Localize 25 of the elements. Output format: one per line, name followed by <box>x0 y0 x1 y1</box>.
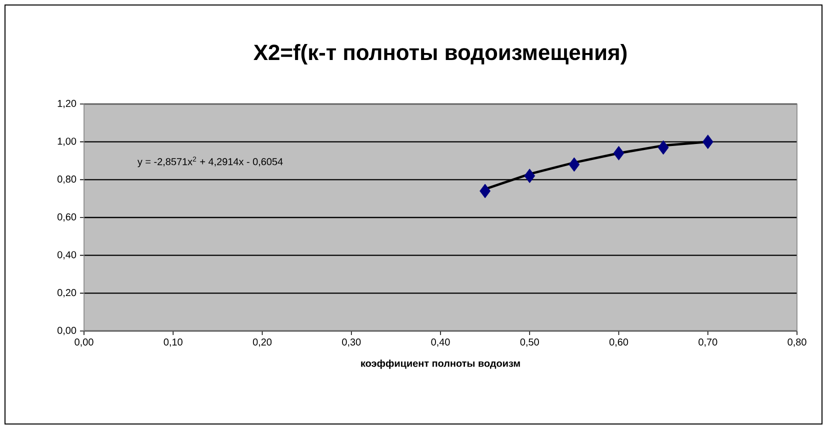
x-tick-label: 0,30 <box>342 338 361 347</box>
x-tick-label: 0,10 <box>164 338 182 347</box>
y-tick-label: 0,40 <box>57 251 76 260</box>
point <box>480 184 491 198</box>
x-tick-label: 0,60 <box>609 338 628 347</box>
point <box>524 168 536 184</box>
x-tick-label: 0,00 <box>74 338 94 347</box>
point <box>613 146 624 160</box>
y-tick-label: 1,00 <box>58 138 76 146</box>
y-tick-label: 0,80 <box>57 176 76 184</box>
point <box>658 140 669 155</box>
x-tick-label: 0,40 <box>431 338 450 347</box>
x-tick-label: 0,80 <box>788 338 806 347</box>
y-tick-label: 0,20 <box>57 289 76 298</box>
x-axis-title: коэффициент полноты водоизм <box>361 360 520 369</box>
point <box>702 134 714 150</box>
y-tick-label: 0,00 <box>57 326 76 336</box>
chart-title: X2=f(к-т полноты водоизмещения) <box>254 44 627 64</box>
x-tick-label: 0,50 <box>520 338 539 347</box>
y-tick-label: 0,60 <box>57 213 76 222</box>
x-tick-label: 0,70 <box>698 338 718 347</box>
point <box>568 157 580 172</box>
y-tick-label: 1,20 <box>58 100 76 108</box>
x-tick-label: 0,20 <box>252 338 272 347</box>
annotation: y = -2,8571x$^{2}$ + 4,2914x - 0,6054 <box>137 156 283 168</box>
